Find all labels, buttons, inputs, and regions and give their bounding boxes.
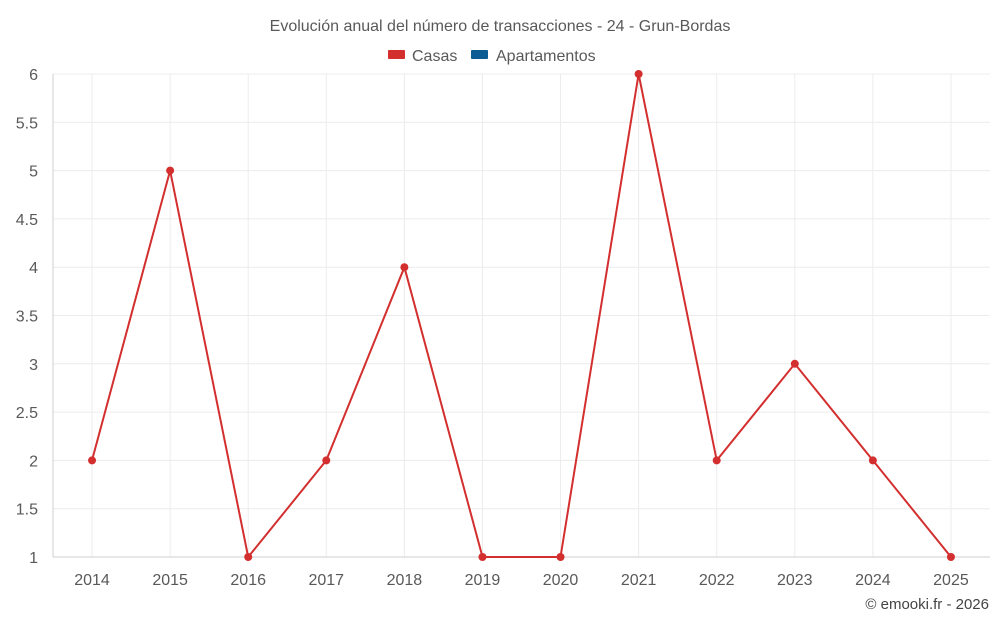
y-tick-label: 4 (29, 260, 38, 277)
y-tick-label: 3.5 (16, 309, 38, 326)
x-tick-label: 2017 (308, 572, 344, 589)
x-tick-label: 2018 (387, 572, 423, 589)
data-point-casas[interactable] (868, 456, 877, 465)
y-axis-ticks: 1 1.5 2 2.5 3 3.5 4 4.5 5 5.5 6 (16, 67, 38, 567)
data-point-casas[interactable] (88, 456, 97, 465)
x-tick-label: 2022 (699, 572, 735, 589)
grid (53, 73, 990, 557)
legend-label-apartamentos: Apartamentos (496, 48, 596, 65)
credit-text: © emooki.fr - 2026 (865, 596, 989, 613)
x-tick-label: 2025 (933, 572, 969, 589)
data-point-casas[interactable] (400, 263, 409, 272)
legend-item-apartamentos[interactable]: Apartamentos (471, 48, 596, 65)
chart-title: Evolución anual del número de transaccio… (270, 18, 731, 35)
legend-swatch-casas (388, 50, 405, 59)
x-tick-label: 2014 (74, 572, 110, 589)
x-axis-ticks: 2014 2015 2016 2017 2018 2019 2020 2021 2022 2023… (74, 572, 969, 589)
x-tick-label: 2020 (543, 572, 579, 589)
legend: Casas Apartamentos (388, 48, 596, 65)
data-point-casas[interactable] (478, 553, 487, 561)
y-tick-label: 1 (29, 550, 38, 567)
data-point-casas[interactable] (712, 456, 721, 465)
data-point-casas[interactable] (166, 166, 175, 175)
x-tick-label: 2024 (855, 572, 891, 589)
data-point-casas[interactable] (634, 70, 643, 78)
series (88, 70, 955, 561)
data-point-casas[interactable] (244, 553, 253, 561)
x-tick-label: 2023 (777, 572, 813, 589)
legend-label-casas: Casas (412, 48, 457, 65)
series-line-casas (91, 73, 952, 560)
x-tick-label: 2021 (621, 572, 657, 589)
data-point-casas[interactable] (322, 456, 331, 465)
legend-swatch-apartamentos (471, 50, 488, 59)
y-tick-label: 2 (29, 453, 38, 470)
y-tick-label: 3 (29, 357, 38, 374)
y-tick-label: 5 (29, 164, 38, 181)
data-point-casas[interactable] (946, 553, 955, 561)
data-point-casas[interactable] (556, 553, 565, 561)
y-tick-label: 2.5 (16, 405, 38, 422)
legend-item-casas[interactable]: Casas (388, 48, 457, 65)
x-tick-label: 2016 (230, 572, 266, 589)
x-tick-label: 2019 (465, 572, 501, 589)
data-point-casas[interactable] (790, 359, 799, 368)
x-tick-label: 2015 (152, 572, 188, 589)
y-tick-label: 6 (29, 67, 38, 84)
y-tick-label: 1.5 (16, 502, 38, 519)
y-tick-label: 5.5 (16, 115, 38, 132)
y-tick-label: 4.5 (16, 212, 38, 229)
